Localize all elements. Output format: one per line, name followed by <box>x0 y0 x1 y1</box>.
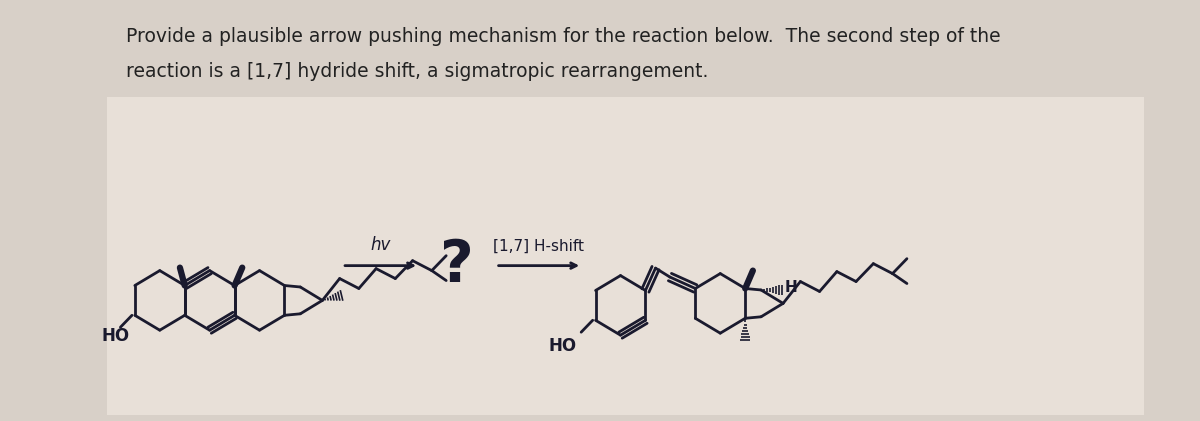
Text: reaction is a [1,7] hydride shift, a sigmatropic rearrangement.: reaction is a [1,7] hydride shift, a sig… <box>126 62 708 81</box>
Text: HO: HO <box>548 337 576 355</box>
FancyBboxPatch shape <box>107 97 1144 415</box>
Text: [1,7] H-shift: [1,7] H-shift <box>493 239 584 254</box>
Text: hv: hv <box>371 236 391 254</box>
Text: H: H <box>785 280 798 296</box>
Text: Provide a plausible arrow pushing mechanism for the reaction below.  The second : Provide a plausible arrow pushing mechan… <box>126 27 1001 46</box>
Text: HO: HO <box>102 327 130 345</box>
Text: ?: ? <box>440 237 474 294</box>
